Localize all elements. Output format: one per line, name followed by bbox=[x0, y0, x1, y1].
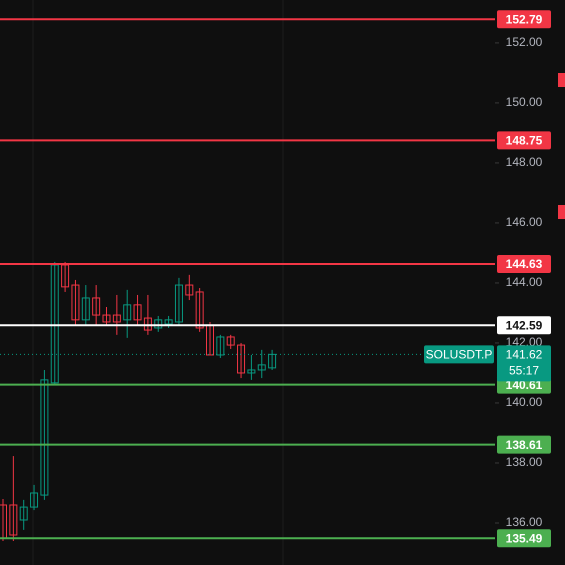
y-tick-label: 150.00 bbox=[506, 95, 543, 109]
candle-body bbox=[216, 336, 225, 356]
price-label-box bbox=[497, 316, 551, 335]
price-label-box bbox=[497, 131, 551, 150]
y-tick-label: 152.00 bbox=[506, 35, 543, 49]
candle-body bbox=[9, 504, 18, 536]
price-label: 152.79 bbox=[506, 12, 543, 26]
price-label: 135.49 bbox=[506, 531, 543, 545]
candle-body bbox=[123, 304, 132, 321]
price-label: 142.59 bbox=[506, 318, 543, 332]
candle-body bbox=[185, 284, 194, 296]
price-label: 138.61 bbox=[506, 438, 543, 452]
candle-body bbox=[257, 364, 266, 371]
candle-body bbox=[174, 284, 183, 323]
candle-body bbox=[133, 304, 142, 321]
y-tick-label: 136.00 bbox=[506, 515, 543, 529]
candle-body bbox=[143, 317, 152, 331]
price-label: 144.63 bbox=[506, 257, 543, 271]
last-price-box bbox=[497, 345, 551, 382]
candle-body bbox=[71, 284, 80, 321]
offscreen-label bbox=[558, 205, 565, 219]
y-tick-label: 148.00 bbox=[506, 155, 543, 169]
candle-body bbox=[154, 319, 163, 329]
candle-body bbox=[81, 297, 90, 321]
candle-body bbox=[102, 314, 111, 323]
symbol-box bbox=[424, 345, 494, 364]
price-label-box bbox=[497, 255, 551, 274]
candle-body bbox=[195, 291, 204, 329]
symbol-label: SOLUSDT.P bbox=[426, 348, 493, 362]
candle-body bbox=[247, 369, 256, 374]
price-label-box bbox=[497, 10, 551, 29]
candle-body bbox=[164, 319, 173, 325]
candle-body bbox=[30, 492, 39, 508]
price-label-box bbox=[497, 529, 551, 548]
candle-body bbox=[112, 314, 121, 323]
y-tick-label: 138.00 bbox=[506, 455, 543, 469]
price-label: 148.75 bbox=[506, 134, 543, 148]
candle-body bbox=[226, 336, 235, 346]
candle-body bbox=[92, 297, 101, 316]
price-label-box bbox=[497, 435, 551, 454]
candle-body bbox=[40, 379, 49, 496]
y-tick-label: 146.00 bbox=[506, 215, 543, 229]
last-price-label: 141.62 bbox=[506, 348, 543, 362]
y-tick-label: 140.00 bbox=[506, 395, 543, 409]
y-tick-label: 144.00 bbox=[506, 275, 543, 289]
candle-body bbox=[19, 506, 28, 521]
countdown-label: 55:17 bbox=[509, 364, 539, 378]
candle-body bbox=[237, 344, 246, 374]
offscreen-label bbox=[558, 73, 565, 87]
